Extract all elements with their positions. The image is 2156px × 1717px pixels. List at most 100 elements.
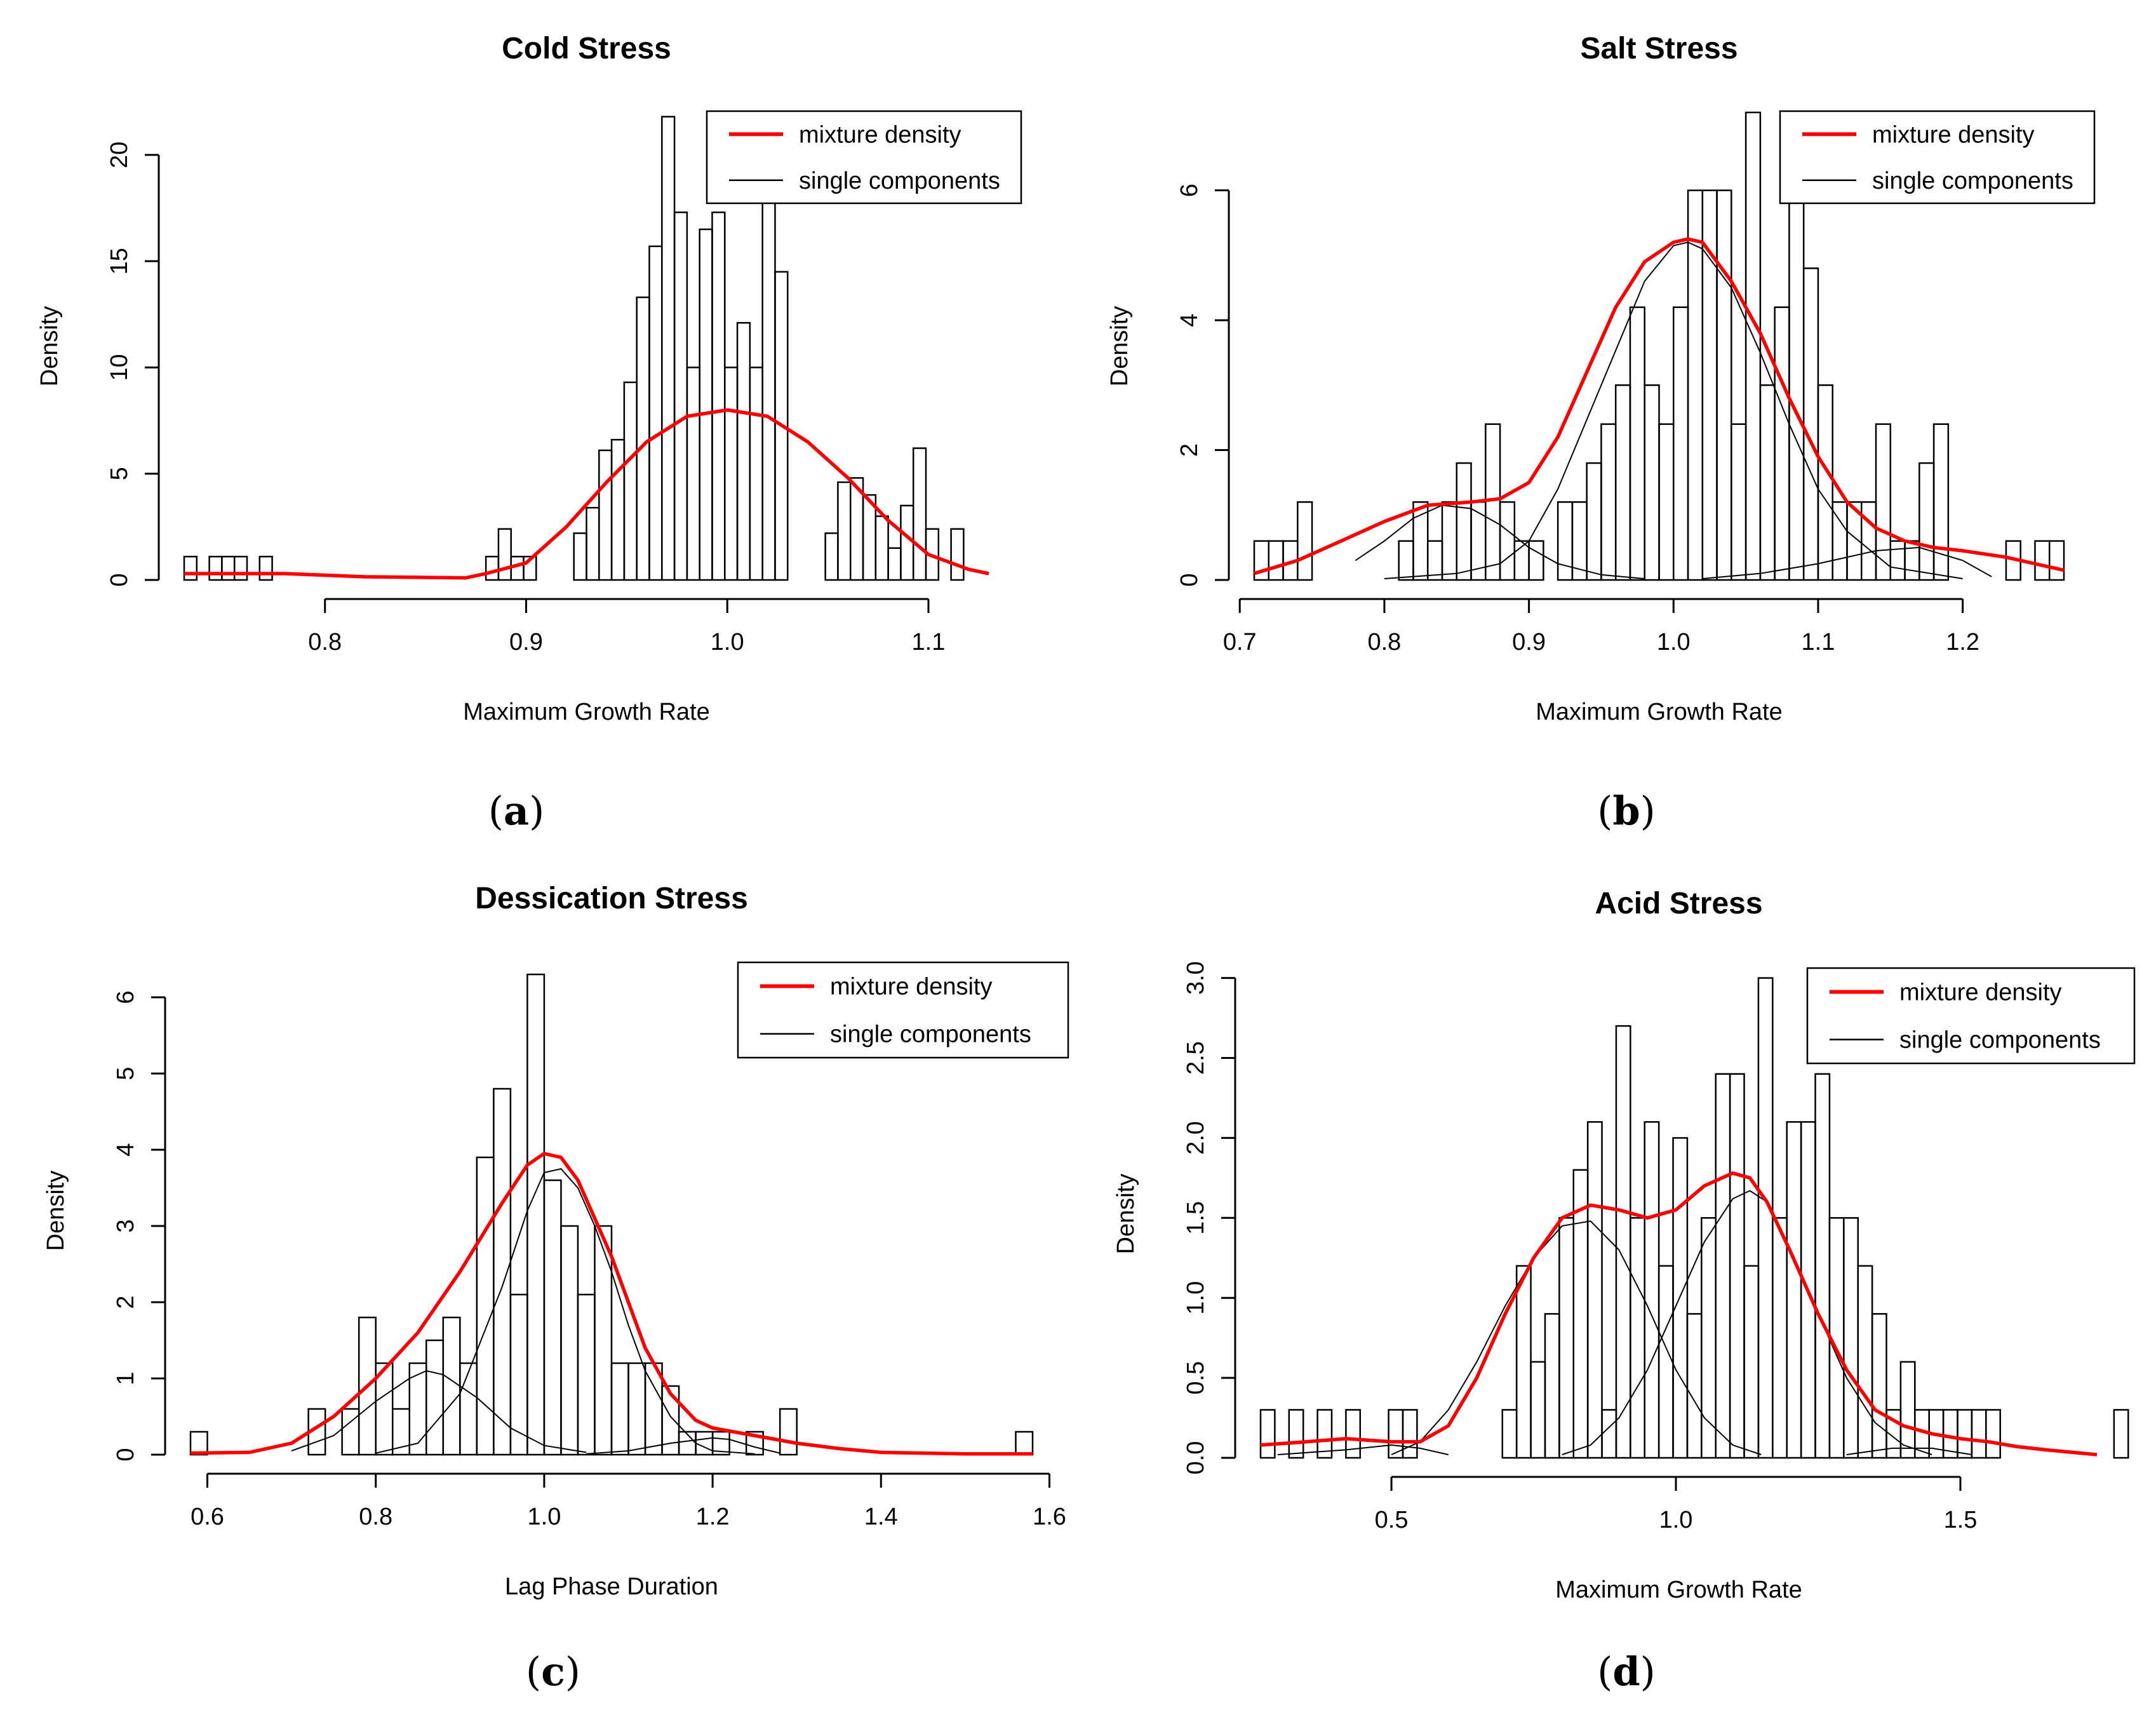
histogram-bar xyxy=(1586,1121,1603,1459)
legend-label: mixture density xyxy=(1899,980,2062,1006)
x-tick-label: 1.0 xyxy=(528,1504,561,1530)
x-tick-label: 1.5 xyxy=(1944,1507,1978,1533)
histogram-bar xyxy=(761,196,776,581)
histogram-bar xyxy=(1716,189,1732,581)
histogram-bar xyxy=(2034,540,2051,581)
x-tick-label: 1.2 xyxy=(1946,629,1979,656)
histogram-bar xyxy=(1601,1409,1617,1459)
histogram-bar xyxy=(1743,1265,1760,1459)
histogram-bar xyxy=(543,1179,562,1456)
histogram-bar xyxy=(1259,1409,1276,1459)
histogram-bar xyxy=(341,1408,360,1456)
histogram-bar xyxy=(1774,306,1790,581)
histogram-bar xyxy=(1759,384,1776,581)
mixture-density-curve xyxy=(1254,237,2065,576)
y-tick-label: 1 xyxy=(112,1371,139,1385)
legend-label: mixture density xyxy=(830,974,993,1000)
histogram-bar xyxy=(749,367,763,581)
histogram-bar xyxy=(510,555,525,581)
x-tick-label: 1.1 xyxy=(1802,629,1835,656)
histogram-bar xyxy=(1499,501,1516,581)
x-tick-label: 1.6 xyxy=(1033,1504,1066,1530)
mixture-density-curve xyxy=(1260,1171,2098,1457)
histogram-bar xyxy=(686,367,700,581)
histogram-bar xyxy=(610,1362,629,1456)
histogram-bar xyxy=(509,1293,528,1456)
histogram-bar xyxy=(1918,462,1935,581)
x-tick-label: 1.4 xyxy=(864,1504,898,1530)
x-tick-label: 1.1 xyxy=(912,629,946,656)
histogram-bar xyxy=(1744,111,1762,581)
histogram-bar xyxy=(1544,1313,1560,1459)
histogram-bar xyxy=(774,271,789,581)
histogram-bar xyxy=(711,211,726,581)
y-tick-label: 0.5 xyxy=(1182,1361,1209,1395)
legend-label: single components xyxy=(830,1021,1031,1048)
histogram-bar xyxy=(1615,1025,1631,1459)
y-tick-label: 4 xyxy=(1176,314,1203,327)
histogram-bar xyxy=(661,116,676,581)
mixture-density-curve xyxy=(190,1152,1033,1456)
y-axis-label: Density xyxy=(36,306,63,387)
histogram-bar xyxy=(573,532,587,581)
component-curve xyxy=(1277,1444,1449,1455)
component-curve xyxy=(1384,241,1963,579)
histogram-bar xyxy=(1817,384,1833,581)
histogram-bar xyxy=(1600,423,1617,581)
histogram-bar xyxy=(497,528,512,581)
histogram-bar xyxy=(459,1362,478,1456)
x-axis-label: Maximum Growth Rate xyxy=(1536,699,1783,725)
x-tick-label: 0.9 xyxy=(1512,629,1546,656)
histogram-bar xyxy=(1658,423,1675,581)
y-tick-label: 0 xyxy=(1176,573,1203,586)
histogram-bar xyxy=(598,449,613,581)
histogram-bar xyxy=(900,504,914,581)
histogram-bar xyxy=(745,1431,764,1456)
histogram-bar xyxy=(1701,189,1718,581)
histogram-bar xyxy=(874,515,889,581)
component-curve xyxy=(1702,546,1992,579)
histogram-bar xyxy=(1871,1313,1887,1459)
histogram-bar xyxy=(1515,1265,1532,1459)
component-curve xyxy=(375,1168,755,1455)
caption-d: (d) xyxy=(1597,1648,1656,1695)
y-tick-label: 10 xyxy=(106,354,133,380)
histogram-bar xyxy=(183,555,198,581)
histogram-bar xyxy=(1802,267,1819,581)
mixture-density-curve xyxy=(184,408,989,580)
component-curve xyxy=(291,1370,587,1453)
legend-box xyxy=(706,110,1022,205)
legend-label: single components xyxy=(1872,168,2073,194)
histogram-bar xyxy=(1932,423,1950,581)
chart-d: Acid Stress 0.5 1.0 1.5 Maximum Growth Rate 0… xyxy=(1113,887,2136,1603)
y-axis-label: Density xyxy=(1113,1174,1139,1255)
histogram-bar xyxy=(1268,540,1284,581)
histogram-bar xyxy=(648,245,663,581)
histogram-bar xyxy=(950,528,965,581)
histogram-bar xyxy=(627,1362,646,1456)
y-tick-label: 0 xyxy=(112,1448,139,1461)
y-tick-label: 3 xyxy=(112,1219,139,1232)
caption-b: (b) xyxy=(1597,788,1656,834)
histogram-bar xyxy=(1528,540,1544,581)
x-tick-label: 0.9 xyxy=(509,629,543,656)
x-tick-label: 0.6 xyxy=(191,1504,224,1530)
histogram-bar xyxy=(1757,977,1774,1459)
y-tick-label: 2 xyxy=(1176,443,1203,457)
x-tick-label: 0.8 xyxy=(308,629,342,656)
x-tick-label: 0.8 xyxy=(359,1504,392,1530)
histogram-bar xyxy=(1772,1217,1788,1459)
histogram-bar xyxy=(1630,1217,1645,1459)
histogram-bar xyxy=(1904,540,1920,581)
x-tick-label: 1.0 xyxy=(1657,629,1691,656)
y-tick-label: 0 xyxy=(106,573,133,586)
y-tick-label: 0.0 xyxy=(1182,1441,1209,1475)
chart-b: Salt Stress 0.7 0.8 0.9 1.0 1.1 1.2 Maximum Gro… xyxy=(1106,32,2096,725)
histogram-bar xyxy=(1402,1409,1418,1459)
y-tick-label: 5 xyxy=(106,467,133,480)
chart-title: Cold Stress xyxy=(502,32,671,65)
histogram-bar xyxy=(221,555,236,581)
y-tick-label: 5 xyxy=(112,1067,139,1080)
histogram-bar xyxy=(258,555,273,581)
legend-box xyxy=(1779,110,2096,205)
